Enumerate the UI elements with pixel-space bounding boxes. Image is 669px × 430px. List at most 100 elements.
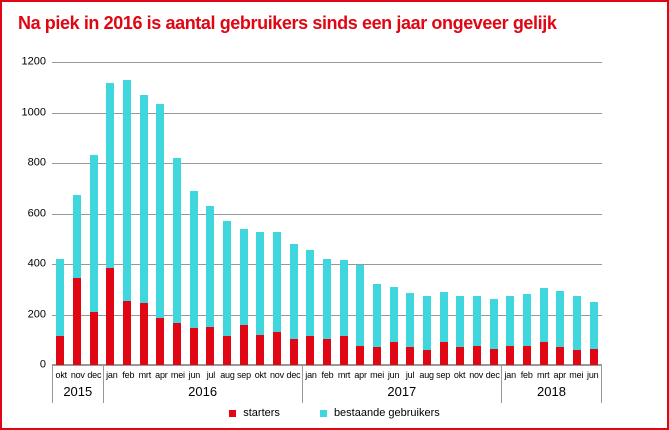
month-tick-label: dec — [87, 369, 102, 380]
bar-segment-starters — [139, 303, 148, 365]
stacked-bar — [156, 62, 165, 365]
bar-segment-bestaande-gebruikers — [356, 265, 365, 347]
bar-segment-starters — [406, 347, 415, 365]
month-tick-label: feb — [520, 369, 533, 380]
month-tick-label: okt — [55, 369, 68, 380]
bar-slot — [319, 62, 336, 365]
bar-segment-bestaande-gebruikers — [223, 221, 232, 336]
year-tick-label: 2018 — [537, 384, 566, 399]
bar-slot — [302, 62, 319, 365]
bar-segment-bestaande-gebruikers — [523, 294, 532, 347]
bar-segment-bestaande-gebruikers — [506, 295, 515, 347]
bar-segment-bestaande-gebruikers — [456, 295, 465, 348]
bar-slot — [52, 62, 69, 365]
bar-segment-bestaande-gebruikers — [73, 194, 81, 278]
bar-slot — [352, 62, 369, 365]
y-axis-tick-label: 200 — [27, 308, 46, 320]
stacked-bar — [123, 62, 132, 365]
month-tick-label: mrt — [337, 369, 351, 380]
starters-swatch-icon — [229, 409, 237, 417]
bar-segment-bestaande-gebruikers — [589, 301, 598, 349]
bar-segment-bestaande-gebruikers — [173, 157, 182, 324]
month-tick-label: feb — [122, 369, 135, 380]
bar-slot — [202, 62, 219, 365]
month-tick-label: sep — [236, 369, 251, 380]
bar-segment-starters — [123, 300, 132, 365]
bar-slot — [285, 62, 302, 365]
legend: starters bestaande gebruikers — [2, 405, 667, 421]
bar-segment-starters — [339, 335, 348, 365]
bar-segment-bestaande-gebruikers — [489, 299, 498, 349]
y-axis-tick-label: 0 — [39, 358, 46, 371]
bar-segment-bestaande-gebruikers — [473, 295, 482, 347]
bar-segment-starters — [573, 349, 582, 365]
year-tick-label: 2016 — [188, 384, 218, 399]
legend-label-starters: starters — [243, 407, 280, 419]
stacked-bar — [489, 62, 498, 365]
stacked-bar — [73, 62, 81, 365]
month-tick-label: jul — [206, 369, 216, 380]
bar-segment-bestaande-gebruikers — [556, 290, 565, 348]
bar-segment-starters — [73, 277, 81, 365]
bars — [52, 62, 602, 365]
stacked-bar — [373, 62, 382, 365]
bar-slot — [102, 62, 119, 365]
bar-segment-starters — [439, 342, 448, 365]
bar-segment-starters — [356, 346, 365, 365]
bar-segment-starters — [106, 267, 115, 365]
month-tick-label: mei — [569, 369, 584, 380]
bar-segment-bestaande-gebruikers — [56, 258, 65, 336]
bar-segment-starters — [223, 335, 232, 365]
month-tick-label: nov — [469, 369, 484, 380]
month-tick-label: dec — [485, 369, 500, 380]
bar-segment-starters — [56, 335, 65, 365]
bar-slot — [385, 62, 402, 365]
bar-segment-starters — [323, 338, 332, 365]
month-label-row: jan feb mrt apr mei jun — [502, 366, 601, 383]
bar-segment-bestaande-gebruikers — [423, 295, 432, 350]
month-tick-label: mrt — [537, 369, 550, 380]
bar-segment-starters — [289, 338, 298, 365]
bar-segment-bestaande-gebruikers — [339, 260, 348, 336]
stacked-bar — [323, 62, 332, 365]
stacked-bar — [573, 62, 582, 365]
month-tick-label: apr — [553, 369, 567, 380]
bar-segment-starters — [206, 327, 215, 365]
month-tick-label: jan — [504, 369, 516, 380]
y-axis-tick-label: 1200 — [21, 55, 46, 68]
stacked-bar — [523, 62, 532, 365]
month-tick-label: apr — [155, 369, 168, 380]
stacked-bar — [239, 62, 248, 365]
bar-segment-bestaande-gebruikers — [106, 83, 115, 268]
bar-segment-starters — [589, 348, 598, 365]
year-group-2017: jan feb mrt apr mei jun jul aug sep okt nov dec 2017 — [301, 366, 501, 403]
bar-slot — [519, 62, 536, 365]
month-tick-label: jan — [106, 369, 118, 380]
month-tick-label: aug — [220, 369, 235, 380]
bar-slot — [119, 62, 136, 365]
legend-label-bestaande: bestaande gebruikers — [333, 407, 440, 419]
bar-slot — [69, 62, 86, 365]
bar-segment-bestaande-gebruikers — [239, 228, 248, 325]
stacked-bar — [273, 62, 282, 365]
bar-segment-bestaande-gebruikers — [389, 286, 398, 343]
stacked-bar — [589, 62, 598, 365]
gridline — [52, 112, 602, 114]
gridline — [52, 163, 602, 165]
bar-slot — [85, 62, 102, 365]
month-label-row: jan feb mrt apr mei jun jul aug sep okt nov dec — [303, 366, 501, 383]
bar-slot — [135, 62, 152, 365]
bar-slot — [252, 62, 269, 365]
bar-segment-bestaande-gebruikers — [89, 155, 98, 312]
bar-segment-bestaande-gebruikers — [273, 232, 282, 333]
year-group-2016: jan feb mrt apr mei jun jul aug sep okt nov dec 2016 — [102, 366, 302, 403]
bar-slot — [535, 62, 552, 365]
stacked-bar — [439, 62, 448, 365]
bar-segment-bestaande-gebruikers — [439, 291, 448, 343]
legend-item-starters: starters — [229, 407, 280, 419]
stacked-bar — [256, 62, 265, 365]
bar-slot — [369, 62, 386, 365]
month-tick-label: mei — [170, 369, 185, 380]
bar-slot — [152, 62, 169, 365]
bar-slot — [402, 62, 419, 365]
